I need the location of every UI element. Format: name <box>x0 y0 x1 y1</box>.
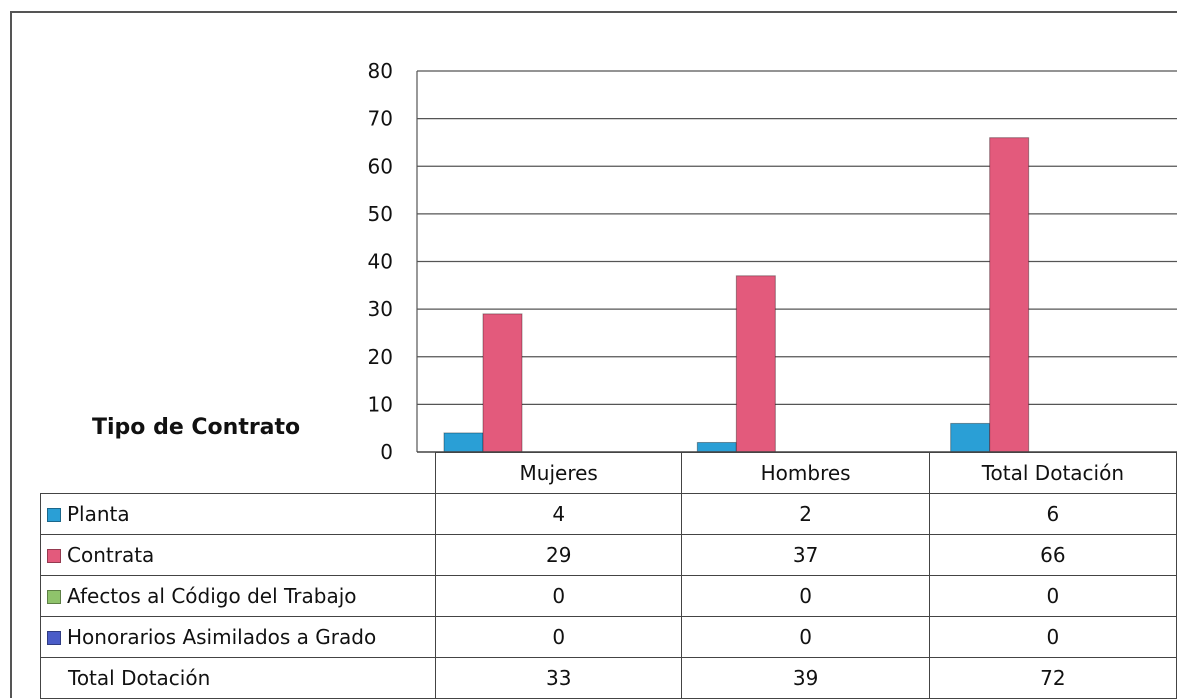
table-cell: 0 <box>434 575 683 617</box>
legend-label: Honorarios Asimilados a Grado <box>67 625 377 649</box>
table-cell: 33 <box>434 657 683 699</box>
total-row-label: Total Dotación <box>40 657 436 699</box>
chart-frame-top-border <box>10 11 1177 13</box>
legend-label: Contrata <box>67 543 155 567</box>
table-cell: 6 <box>928 493 1177 535</box>
y-tick-label: 50 <box>368 202 393 226</box>
bar-planta <box>696 441 737 453</box>
data-table: Mujeres Hombres Total Dotación Planta 4 … <box>40 452 1177 699</box>
y-tick-label: 40 <box>368 250 393 274</box>
legend-label: Afectos al Código del Trabajo <box>67 584 357 608</box>
legend-swatch <box>47 631 61 645</box>
y-tick-label: 20 <box>368 345 393 369</box>
table-cell: 37 <box>681 534 930 576</box>
legend-swatch <box>47 549 61 563</box>
table-total-row: Total Dotación 33 39 72 <box>40 657 1177 699</box>
chart-frame-left-border <box>10 11 12 698</box>
bar-planta <box>443 432 484 453</box>
category-label: Hombres <box>681 452 930 494</box>
legend-entry-contrata: Contrata <box>40 534 436 576</box>
table-cell: 29 <box>434 534 683 576</box>
legend-label: Planta <box>67 502 130 526</box>
y-tick-label: 80 <box>368 59 393 83</box>
table-row: Honorarios Asimilados a Grado 0 0 0 <box>40 616 1177 658</box>
table-cell: 39 <box>681 657 930 699</box>
table-row: Planta 4 2 6 <box>40 493 1177 535</box>
table-cell: 0 <box>928 575 1177 617</box>
y-tick-label: 60 <box>368 154 393 178</box>
legend-entry-planta: Planta <box>40 493 436 535</box>
y-tick-label: 30 <box>368 297 393 321</box>
table-cell: 2 <box>681 493 930 535</box>
legend-entry-honorarios: Honorarios Asimilados a Grado <box>40 616 436 658</box>
table-cell: 0 <box>681 575 930 617</box>
category-label: Mujeres <box>434 452 683 494</box>
bar-planta <box>950 422 991 453</box>
y-tick-label: 10 <box>368 392 393 416</box>
table-row: Afectos al Código del Trabajo 0 0 0 <box>40 575 1177 617</box>
table-header-row: Mujeres Hombres Total Dotación <box>40 452 1177 494</box>
table-cell: 66 <box>928 534 1177 576</box>
category-label: Total Dotación <box>928 452 1177 494</box>
y-axis-title: Tipo de Contrato <box>92 415 301 440</box>
legend-swatch <box>47 508 61 522</box>
table-cell: 72 <box>928 657 1177 699</box>
y-tick-label: 70 <box>368 107 393 131</box>
table-row: Contrata 29 37 66 <box>40 534 1177 576</box>
bar-contrata <box>989 137 1030 453</box>
table-corner <box>40 452 436 494</box>
bar-contrata <box>482 313 523 453</box>
table-cell: 0 <box>434 616 683 658</box>
table-cell: 0 <box>928 616 1177 658</box>
legend-entry-afectos: Afectos al Código del Trabajo <box>40 575 436 617</box>
table-cell: 4 <box>434 493 683 535</box>
legend-swatch <box>47 590 61 604</box>
table-cell: 0 <box>681 616 930 658</box>
bar-contrata <box>735 275 776 453</box>
